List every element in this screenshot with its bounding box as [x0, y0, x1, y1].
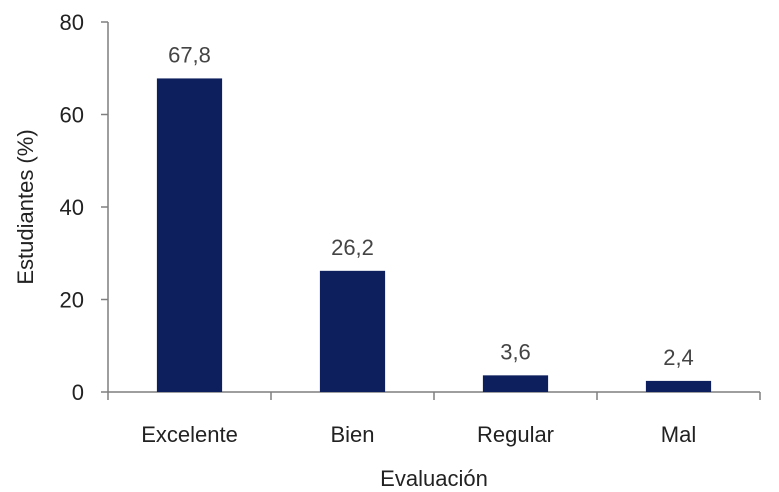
x-tick-label: Bien: [330, 422, 374, 447]
bar: [319, 270, 386, 392]
x-tick-label: Excelente: [141, 422, 238, 447]
y-tick-label: 20: [60, 288, 84, 313]
bar: [645, 380, 712, 392]
x-axis-title: Evaluación: [380, 466, 488, 491]
data-label: 3,6: [500, 339, 531, 364]
y-axis-title: Estudiantes (%): [13, 129, 38, 284]
y-tick-label: 80: [60, 10, 84, 35]
bar: [156, 78, 223, 393]
x-tick-label: Regular: [477, 422, 554, 447]
data-labels: 67,8 26,2 3,6 2,4: [168, 42, 694, 369]
y-axis: 0 20 40 60 80: [60, 10, 109, 405]
bar: [482, 375, 549, 392]
x-tick-label: Mal: [661, 422, 696, 447]
y-tick-label: 60: [60, 103, 84, 128]
bars: [156, 78, 712, 393]
data-label: 2,4: [663, 345, 694, 370]
data-label: 67,8: [168, 42, 211, 67]
y-tick-label: 40: [60, 195, 84, 220]
y-tick-label: 0: [72, 380, 84, 405]
x-axis: Excelente Bien Regular Mal: [107, 391, 761, 447]
data-label: 26,2: [331, 235, 374, 260]
